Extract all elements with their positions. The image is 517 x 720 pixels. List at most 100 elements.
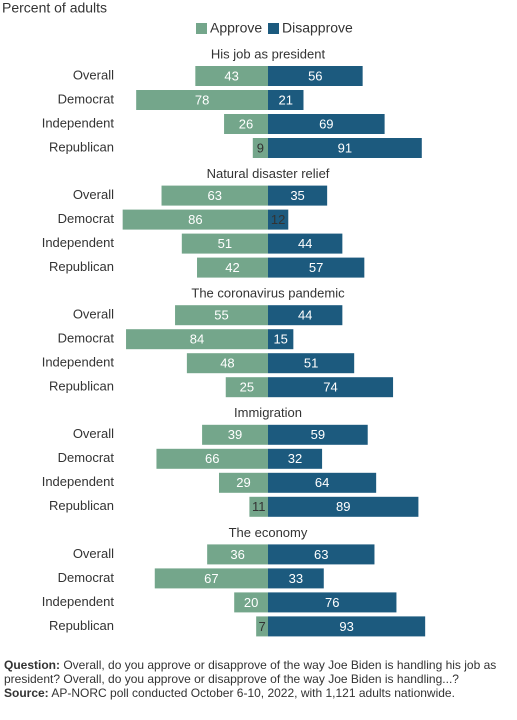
bar <box>268 448 323 469</box>
panel-title: The economy <box>229 525 308 540</box>
value-label: 33 <box>289 571 303 586</box>
chart-subtitle: Percent of adults <box>2 0 107 16</box>
bar <box>126 329 268 350</box>
category-label: Independent <box>42 115 115 130</box>
chart: Percent of adults Approve Disapprove His j… <box>2 0 426 637</box>
value-label: 63 <box>314 547 328 562</box>
bar <box>268 185 328 206</box>
category-label: Overall <box>73 307 114 322</box>
value-label: 44 <box>298 236 312 251</box>
category-label: Overall <box>73 67 114 82</box>
value-label: 86 <box>188 212 202 227</box>
category-label: Independent <box>42 474 115 489</box>
value-label: 20 <box>244 595 258 610</box>
bar <box>154 568 268 589</box>
bar <box>268 90 304 110</box>
value-label: 84 <box>190 332 204 347</box>
bar <box>268 233 343 254</box>
bar <box>122 209 268 230</box>
question: Question: Overall, do you approve or dis… <box>4 658 512 686</box>
bar <box>268 424 368 445</box>
value-label: 44 <box>298 308 312 323</box>
bar <box>197 257 268 278</box>
question-text: Overall, do you approve or disapprove of… <box>4 658 497 686</box>
panel-title: Natural disaster relief <box>207 166 330 181</box>
value-label: 12 <box>271 212 285 227</box>
source-label: Source: <box>4 686 49 700</box>
bar <box>268 353 355 374</box>
bar <box>218 472 268 493</box>
category-label: Democrat <box>58 331 115 346</box>
panel-title: Immigration <box>234 405 302 420</box>
question-label: Question: <box>4 658 60 672</box>
value-label: 51 <box>304 356 318 371</box>
category-label: Democrat <box>58 570 115 585</box>
value-label: 21 <box>279 92 293 107</box>
category-label: Democrat <box>58 91 115 106</box>
bar <box>161 185 268 206</box>
value-label: 91 <box>338 140 352 155</box>
value-label: 43 <box>224 68 238 83</box>
value-label: 93 <box>339 619 353 634</box>
footer: Question: Overall, do you approve or dis… <box>4 658 512 700</box>
value-label: 57 <box>309 260 323 275</box>
bar <box>268 377 394 398</box>
bar <box>268 496 419 517</box>
value-label: 55 <box>214 308 228 323</box>
value-label: 74 <box>323 380 337 395</box>
bar <box>268 257 365 278</box>
bar <box>268 616 426 637</box>
bar <box>268 592 397 613</box>
category-label: Overall <box>73 187 114 202</box>
value-label: 26 <box>239 116 253 131</box>
value-label: 76 <box>325 595 339 610</box>
bar <box>256 616 268 637</box>
bar <box>202 424 268 445</box>
bar <box>181 233 268 254</box>
category-label: Overall <box>73 426 114 441</box>
value-label: 78 <box>195 92 209 107</box>
bar <box>268 66 363 86</box>
value-label: 56 <box>308 68 322 83</box>
legend-swatch <box>196 23 207 34</box>
bar <box>175 305 268 326</box>
bar <box>249 496 268 517</box>
value-label: 7 <box>258 619 265 634</box>
value-label: 32 <box>288 451 302 466</box>
bar <box>225 377 268 398</box>
panel-title: His job as president <box>211 46 326 61</box>
source: Source: AP-NORC poll conducted October 6… <box>4 686 512 700</box>
value-label: 35 <box>290 188 304 203</box>
value-label: 42 <box>225 260 239 275</box>
value-label: 51 <box>218 236 232 251</box>
legend-label: Disapprove <box>282 20 353 36</box>
category-label: Democrat <box>58 450 115 465</box>
category-label: Republican <box>49 498 114 513</box>
bar <box>224 114 268 134</box>
bar <box>136 90 268 110</box>
value-label: 66 <box>205 451 219 466</box>
bar <box>207 544 268 565</box>
bar <box>252 138 268 158</box>
value-label: 69 <box>319 116 333 131</box>
legend-label: Approve <box>210 20 262 36</box>
category-label: Republican <box>49 379 114 394</box>
category-label: Independent <box>42 235 115 250</box>
bar <box>268 568 324 589</box>
bar <box>268 209 289 230</box>
value-label: 9 <box>257 140 264 155</box>
bar <box>195 66 268 86</box>
legend-swatch <box>268 23 279 34</box>
bar <box>156 448 268 469</box>
value-label: 29 <box>236 475 250 490</box>
value-label: 67 <box>204 571 218 586</box>
value-label: 48 <box>220 356 234 371</box>
bar <box>268 138 422 158</box>
value-label: 63 <box>208 188 222 203</box>
value-label: 25 <box>240 380 254 395</box>
category-label: Overall <box>73 546 114 561</box>
category-label: Republican <box>49 139 114 154</box>
value-label: 11 <box>252 499 266 514</box>
value-label: 89 <box>336 499 350 514</box>
